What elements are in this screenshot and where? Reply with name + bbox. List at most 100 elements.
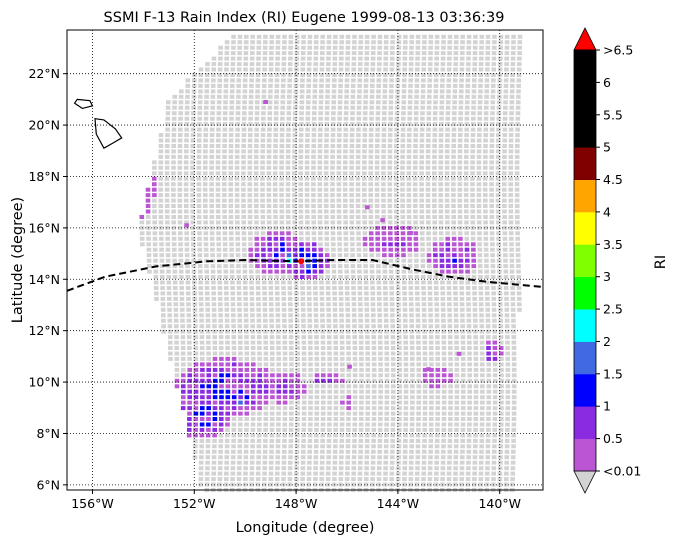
swath-pixel	[242, 78, 248, 83]
swath-pixel	[219, 378, 224, 383]
swath-pixel	[269, 433, 275, 438]
swath-pixel	[312, 258, 317, 263]
swath-pixel	[253, 182, 259, 187]
swath-pixel	[388, 236, 393, 241]
swath-pixel	[333, 362, 339, 367]
swath-pixel	[416, 335, 421, 340]
swath-pixel	[292, 165, 297, 170]
swath-pixel	[294, 51, 300, 56]
swath-pixel	[489, 149, 495, 154]
swath-pixel	[492, 427, 497, 432]
swath-pixel	[453, 444, 459, 449]
swath-pixel	[491, 73, 496, 77]
swath-pixel	[422, 340, 428, 345]
swath-pixel	[333, 438, 338, 443]
swath-pixel	[421, 296, 427, 301]
swath-pixel	[250, 444, 255, 449]
swath-pixel	[344, 477, 350, 482]
swath-pixel	[295, 406, 301, 411]
swath-pixel	[235, 111, 241, 116]
swath-pixel	[333, 335, 338, 340]
swath-pixel	[434, 73, 439, 77]
swath-pixel	[483, 209, 488, 214]
swath-pixel	[191, 253, 196, 258]
swath-pixel	[368, 225, 374, 230]
swath-pixel	[234, 182, 240, 187]
swath-pixel	[349, 160, 354, 165]
colorbar-tick-label: 1.5	[603, 366, 623, 381]
swath-pixel	[173, 313, 179, 318]
swath-pixel	[383, 56, 389, 61]
swath-pixel	[495, 209, 501, 214]
swath-pixel	[352, 384, 358, 389]
swath-pixel	[486, 378, 492, 383]
swath-pixel	[171, 225, 177, 230]
swath-pixel	[397, 346, 402, 350]
swath-pixel	[419, 133, 425, 138]
y-tick-label: 8°N	[36, 426, 60, 441]
swath-pixel	[503, 269, 509, 274]
swath-pixel	[407, 127, 412, 132]
swath-pixel	[463, 198, 469, 203]
swath-pixel	[381, 225, 387, 230]
swath-pixel	[268, 286, 274, 290]
swath-pixel	[402, 51, 408, 56]
swath-pixel	[414, 94, 419, 99]
swath-pixel	[323, 171, 329, 176]
swath-pixel	[393, 187, 399, 192]
swath-pixel	[466, 455, 471, 460]
swath-pixel	[362, 236, 368, 241]
swath-pixel	[359, 356, 364, 361]
swath-pixel	[236, 280, 242, 285]
swath-pixel	[330, 193, 335, 198]
swath-pixel	[205, 471, 210, 476]
swath-pixel	[408, 89, 413, 94]
swath-pixel	[313, 449, 319, 454]
swath-pixel	[263, 417, 269, 421]
swath-pixel	[489, 220, 495, 225]
swath-pixel	[383, 455, 389, 460]
swath-pixel	[419, 187, 424, 192]
swath-pixel	[459, 460, 465, 465]
swath-pixel	[325, 269, 330, 274]
swath-pixel	[502, 176, 507, 181]
swath-pixel	[480, 389, 485, 394]
swath-pixel	[388, 253, 394, 258]
colorbar-tick-label: 1	[603, 399, 611, 414]
swath-pixel	[256, 51, 261, 56]
swath-pixel	[327, 356, 332, 361]
swath-pixel	[391, 400, 396, 405]
swath-pixel	[231, 422, 237, 427]
swath-pixel	[486, 427, 491, 432]
swath-pixel	[350, 105, 355, 110]
swath-pixel	[409, 417, 415, 421]
y-tick-label: 10°N	[28, 375, 60, 390]
swath-pixel	[465, 291, 471, 296]
swath-pixel	[314, 329, 319, 334]
swath-pixel	[256, 449, 262, 454]
swath-pixel	[267, 264, 273, 269]
swath-pixel	[362, 242, 368, 247]
swath-pixel	[495, 144, 501, 148]
swath-pixel	[190, 225, 196, 230]
colorbar-segment	[574, 341, 596, 375]
swath-pixel	[260, 138, 266, 143]
swath-pixel	[489, 198, 494, 203]
swath-pixel	[311, 176, 316, 181]
swath-pixel	[473, 378, 479, 383]
swath-pixel	[382, 94, 388, 99]
swath-pixel	[215, 154, 221, 159]
swath-pixel	[193, 389, 199, 394]
swath-pixel	[261, 105, 266, 110]
swath-pixel	[332, 45, 338, 50]
swath-pixel	[376, 94, 381, 99]
swath-pixel	[267, 94, 273, 99]
swath-pixel	[158, 220, 164, 225]
swath-pixel	[228, 209, 234, 214]
swath-pixel	[357, 280, 362, 285]
swath-pixel	[249, 62, 255, 67]
swath-pixel	[267, 116, 272, 121]
swath-pixel	[467, 367, 472, 372]
swath-pixel	[152, 176, 157, 181]
swath-pixel	[476, 176, 482, 181]
